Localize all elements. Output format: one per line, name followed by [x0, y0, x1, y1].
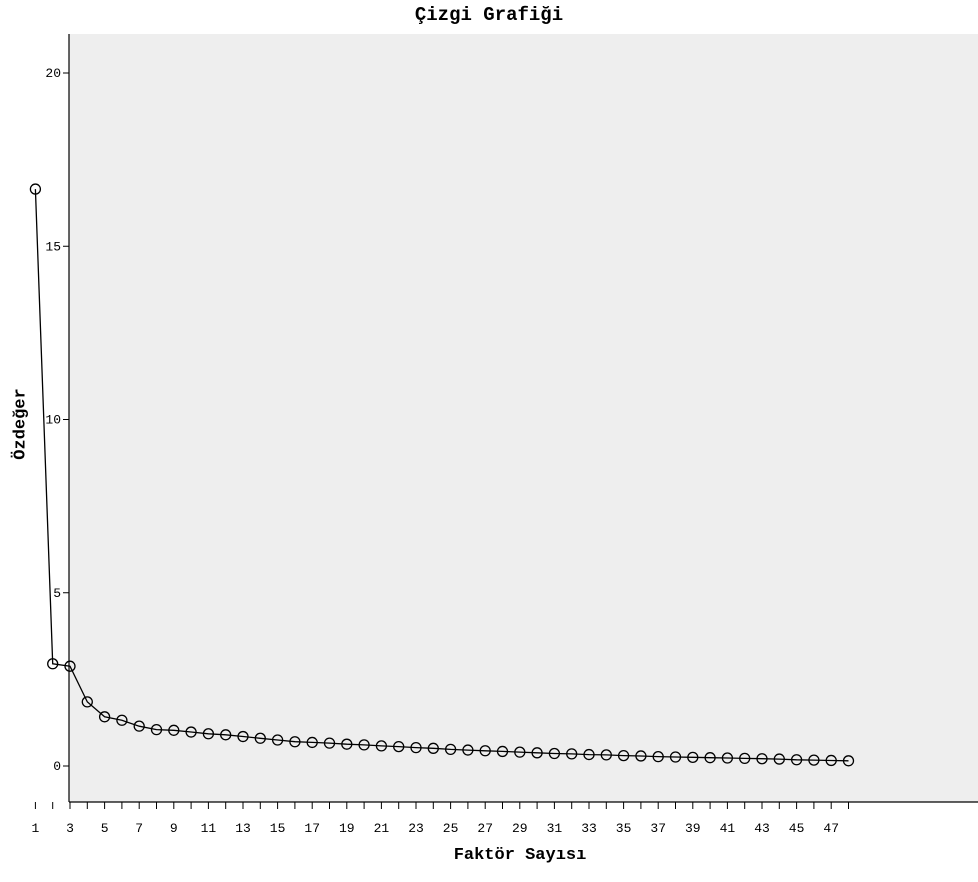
x-tick-label: 41	[720, 821, 736, 836]
data-point	[98, 711, 111, 723]
series-line	[34, 189, 849, 762]
data-point	[687, 751, 699, 763]
data-point	[220, 729, 232, 741]
y-tick-label: 0	[53, 759, 61, 774]
data-point	[721, 752, 734, 764]
data-point	[410, 741, 422, 754]
x-tick-label: 9	[170, 821, 178, 836]
x-tick-label: 1	[31, 821, 39, 836]
x-tick-label: 27	[477, 821, 493, 836]
data-point	[773, 753, 785, 765]
data-point	[790, 754, 803, 766]
data-point	[185, 726, 197, 738]
plot-area	[69, 34, 978, 802]
x-tick-label: 13	[235, 821, 251, 836]
data-point	[479, 745, 491, 757]
y-tick-label: 15	[45, 239, 61, 254]
x-tick-label: 43	[754, 821, 770, 836]
data-point	[237, 730, 249, 743]
series-markers	[29, 183, 855, 767]
x-tick-label: 15	[270, 821, 286, 836]
data-point	[29, 183, 42, 195]
data-point	[427, 742, 439, 754]
data-point	[202, 728, 215, 740]
data-point	[358, 739, 370, 751]
x-tick-label: 45	[789, 821, 805, 836]
data-point	[444, 743, 457, 756]
data-point	[64, 660, 76, 672]
y-axis: 0 5 10 15 20	[45, 34, 70, 802]
x-tick-label: 47	[823, 821, 839, 836]
x-tick-label: 19	[339, 821, 355, 836]
data-point	[306, 736, 318, 749]
data-point	[393, 740, 405, 753]
y-tick-label: 5	[53, 586, 61, 601]
chart-title: Çizgi Grafiği	[414, 4, 564, 26]
data-point	[496, 745, 509, 758]
data-point	[133, 720, 145, 732]
data-point	[341, 738, 353, 750]
data-point	[842, 755, 855, 767]
data-point	[652, 750, 664, 763]
x-tick-label: 35	[616, 821, 632, 836]
data-point	[531, 747, 543, 759]
x-tick-label: 3	[66, 821, 74, 836]
x-tick-label: 11	[201, 821, 217, 836]
x-tick-label: 31	[547, 821, 563, 836]
data-point	[271, 734, 284, 746]
x-tick-label: 21	[374, 821, 390, 836]
data-point	[825, 754, 837, 767]
data-point	[254, 732, 266, 744]
data-point	[375, 740, 388, 752]
data-point	[739, 752, 751, 765]
data-point	[600, 749, 612, 761]
data-point	[566, 748, 578, 760]
data-point	[323, 737, 336, 749]
x-tick-label: 37	[650, 821, 666, 836]
x-tick-label: 33	[581, 821, 597, 836]
x-tick-label: 7	[135, 821, 143, 836]
data-point	[47, 658, 59, 670]
data-point	[669, 751, 682, 763]
data-point	[150, 723, 163, 736]
data-point	[635, 750, 647, 762]
y-tick-label: 10	[45, 413, 61, 428]
data-point	[289, 736, 301, 748]
x-tick-label: 29	[512, 821, 528, 836]
data-point	[116, 714, 128, 726]
data-point	[81, 696, 93, 708]
x-tick-label: 25	[443, 821, 459, 836]
x-tick-label: 23	[408, 821, 424, 836]
x-tick-label: 17	[304, 821, 320, 836]
data-point	[168, 724, 180, 736]
data-point	[514, 746, 526, 758]
data-point	[548, 747, 561, 760]
y-tick-label: 20	[45, 66, 61, 81]
x-axis: 1 3 5 7 9 11 13 15 17 19 21 23 25 27 29 31 33 35 37 39 41 43 4…	[31, 801, 978, 836]
x-tick-label: 5	[101, 821, 109, 836]
data-point	[756, 753, 768, 765]
data-point	[583, 748, 595, 761]
data-point	[462, 744, 474, 756]
data-point	[704, 752, 716, 764]
data-point	[808, 754, 820, 766]
x-axis-label: Faktör Sayısı	[453, 846, 587, 865]
data-point	[617, 749, 630, 762]
x-tick-label: 39	[685, 821, 701, 836]
